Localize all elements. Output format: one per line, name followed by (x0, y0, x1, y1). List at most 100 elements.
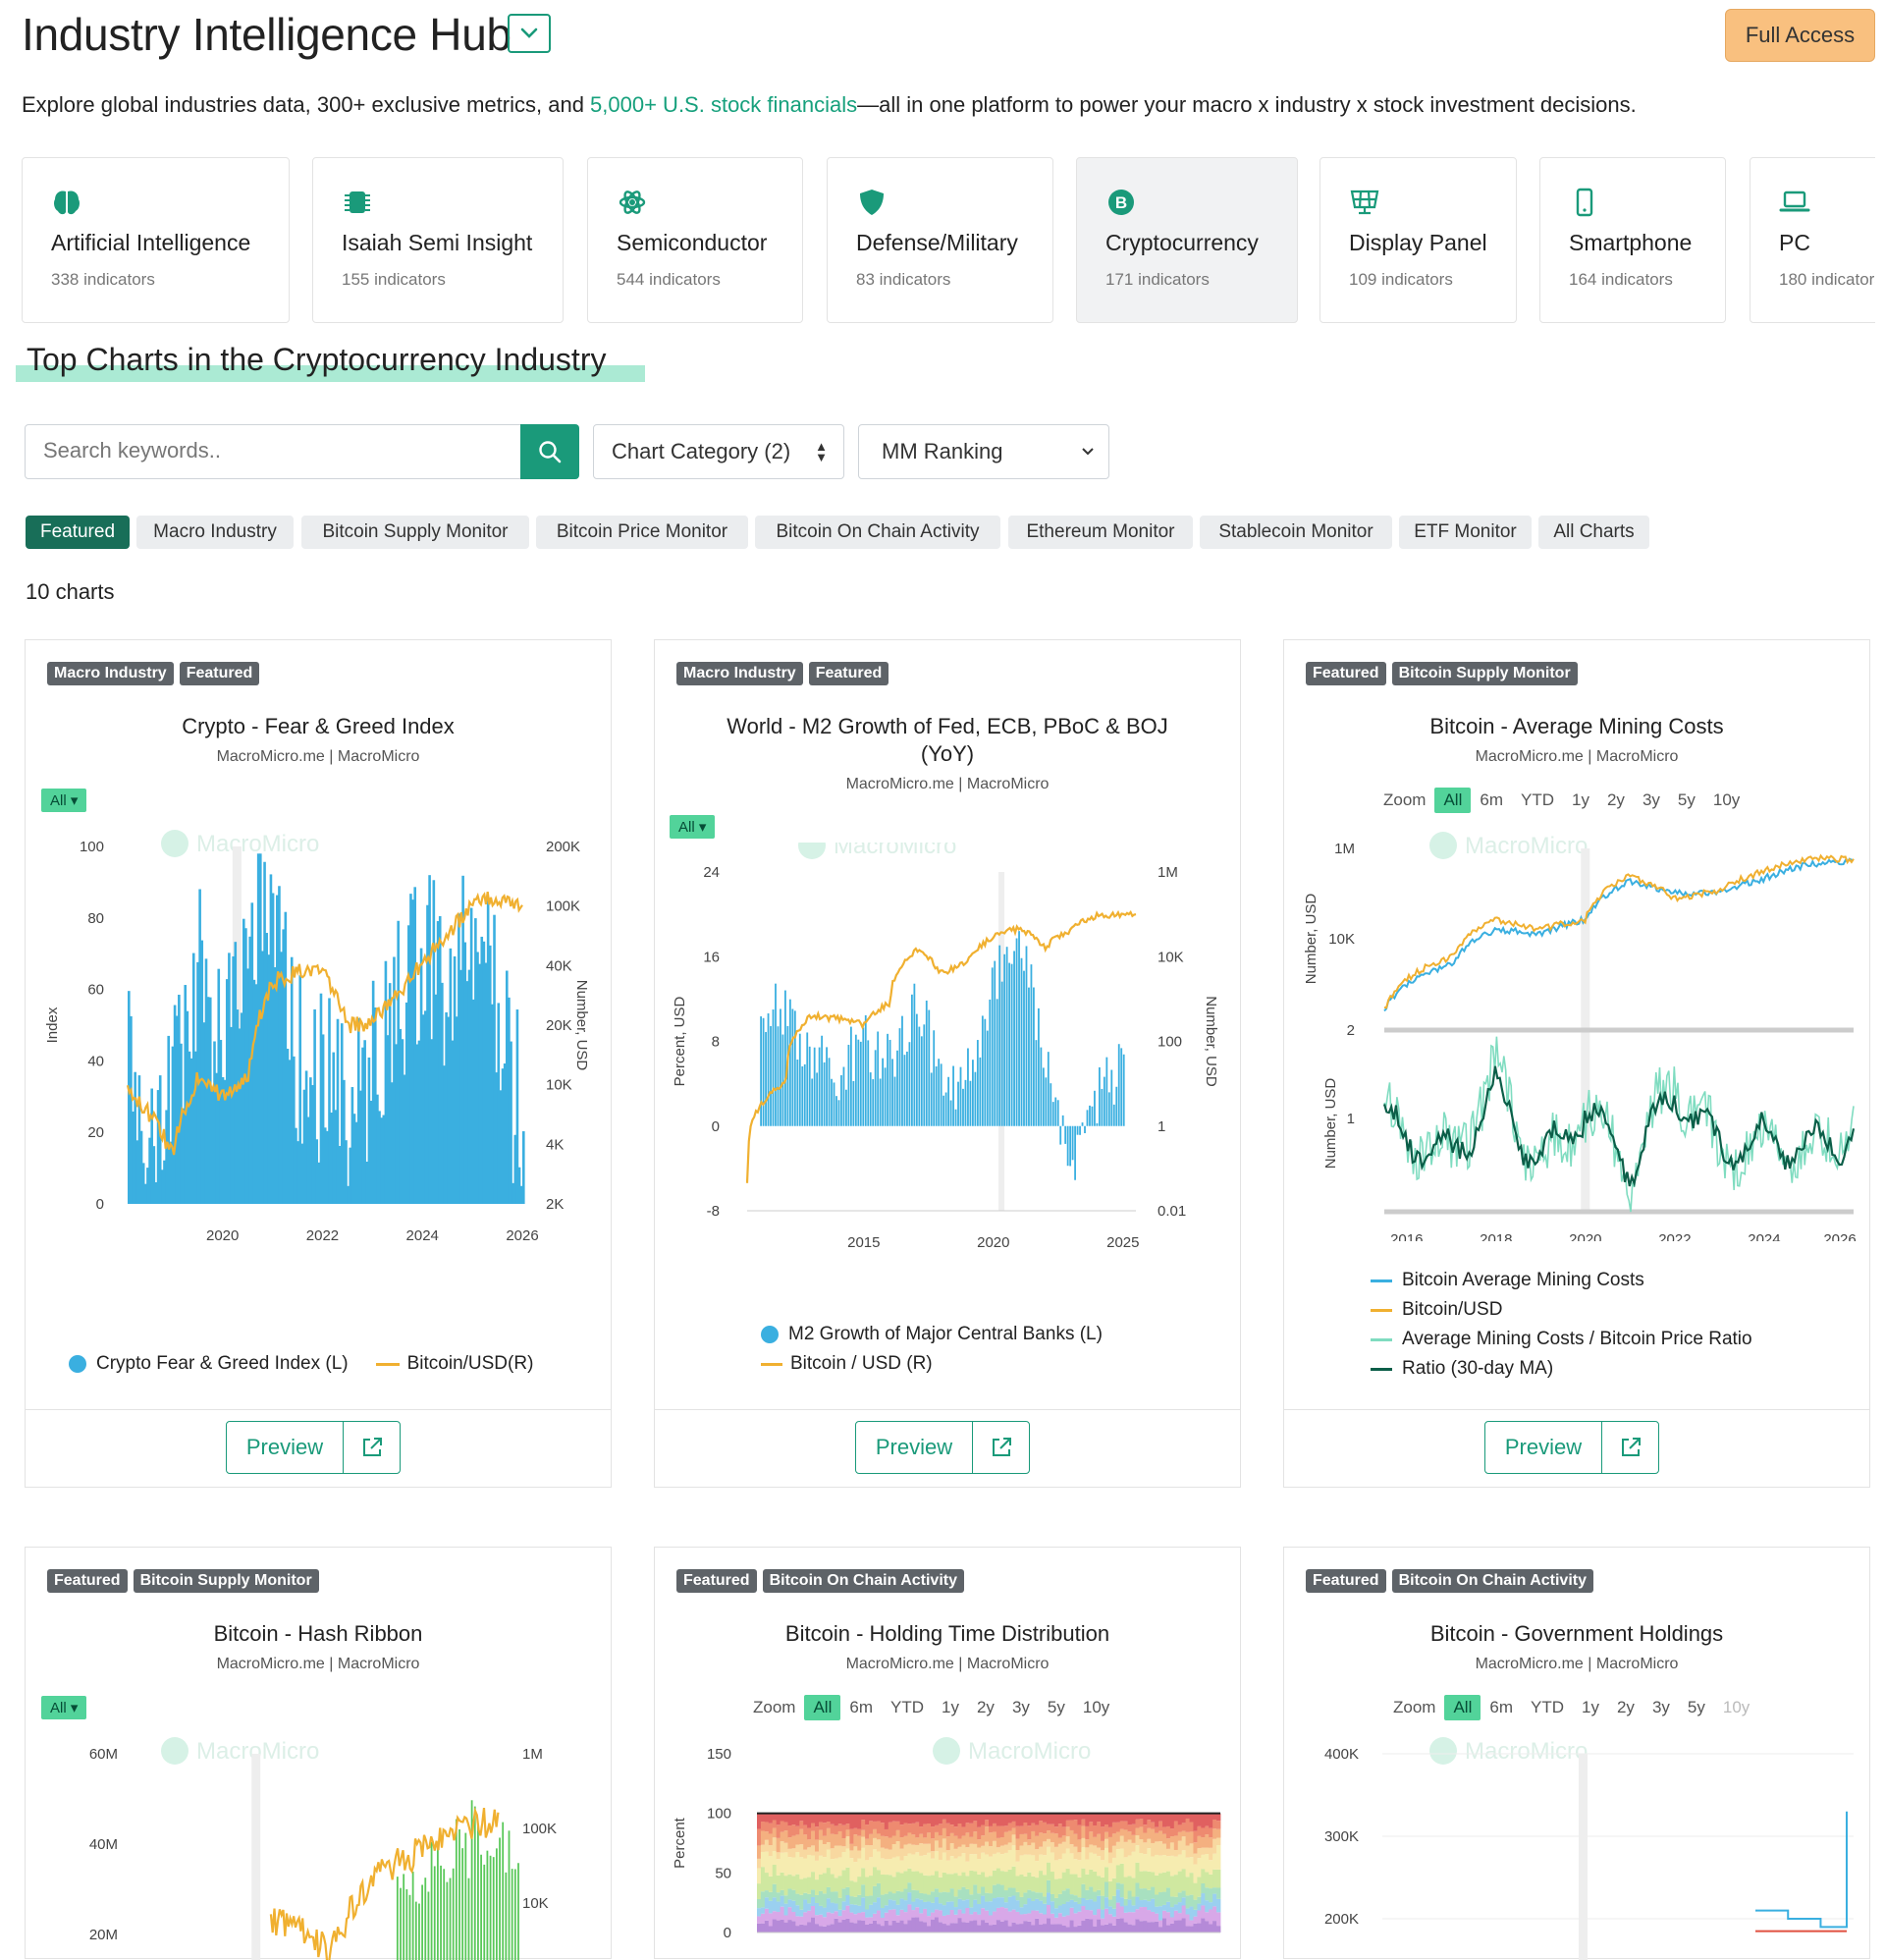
industry-card-artificial-intelligence[interactable]: Artificial Intelligence 338 indicators (22, 157, 290, 323)
preview-button[interactable]: Preview (227, 1422, 344, 1473)
zoom-2y[interactable]: 2y (1616, 1698, 1635, 1716)
area-segment (791, 1900, 796, 1913)
tag[interactable]: Bitcoin On Chain Activity (762, 1569, 964, 1593)
area-segment (1047, 1838, 1051, 1847)
area-segment (1205, 1912, 1210, 1922)
zoom-all[interactable]: All (1434, 788, 1472, 813)
ranking-select[interactable]: MM Ranking (858, 424, 1109, 479)
open-external-button[interactable] (1602, 1422, 1658, 1473)
open-external-button[interactable] (344, 1422, 400, 1473)
y-axis-right-label: Number, USD (573, 980, 590, 1071)
area-segment (1101, 1909, 1105, 1919)
bar (482, 941, 486, 1204)
legend-item[interactable]: Bitcoin Average Mining Costs (1402, 1270, 1644, 1290)
pill-bitcoin-supply-monitor[interactable]: Bitcoin Supply Monitor (301, 516, 529, 549)
pill-bitcoin-on-chain-activity[interactable]: Bitcoin On Chain Activity (755, 516, 1000, 549)
highlight-band (251, 1754, 261, 1960)
tag[interactable]: Featured (47, 1569, 128, 1593)
industry-card-pc[interactable]: PC 180 indicators (1750, 157, 1875, 323)
zoom-6m[interactable]: 6m (1480, 790, 1503, 809)
zoom-2y[interactable]: 2y (976, 1698, 995, 1716)
chart-category-select[interactable]: Chart Category (2) ▲ ▼ (593, 424, 844, 479)
zoom-ytd[interactable]: YTD (890, 1698, 924, 1716)
stock-financials-link[interactable]: 5,000+ U.S. stock financials (590, 92, 858, 117)
bar (215, 1072, 218, 1204)
zoom-3y[interactable]: 3y (1642, 790, 1660, 809)
area-segment (957, 1838, 962, 1847)
chart-legend: Bitcoin Average Mining Costs Bitcoin/USD… (1371, 1266, 1752, 1384)
pill-macro-industry[interactable]: Macro Industry (136, 516, 294, 549)
zoom-ytd[interactable]: YTD (1531, 1698, 1564, 1716)
tag[interactable]: Featured (676, 1569, 757, 1593)
area-segment (841, 1919, 846, 1933)
industry-card-isaiah-semi-insight[interactable]: Isaiah Semi Insight 155 indicators (312, 157, 564, 323)
legend-item[interactable]: M2 Growth of Major Central Banks (L) (788, 1324, 1103, 1344)
range-all-button[interactable]: All ▾ (41, 1696, 87, 1719)
zoom-10y[interactable]: 10y (1082, 1698, 1110, 1716)
tag[interactable]: Macro Industry (676, 662, 803, 685)
legend-item[interactable]: Ratio (30-day MA) (1402, 1358, 1554, 1379)
industry-card-defense-military[interactable]: Defense/Military 83 indicators (827, 157, 1053, 323)
pill-etf-monitor[interactable]: ETF Monitor (1399, 516, 1532, 549)
zoom-1y[interactable]: 1y (1572, 790, 1589, 809)
bar (910, 994, 913, 1126)
full-access-button[interactable]: Full Access (1725, 9, 1875, 62)
title-dropdown-button[interactable] (508, 14, 551, 53)
search-input[interactable] (26, 425, 514, 476)
area-segment (1193, 1909, 1198, 1917)
area-segment (1135, 1813, 1140, 1820)
legend-item[interactable]: Bitcoin/USD (1402, 1299, 1503, 1320)
bar (513, 1869, 516, 1960)
zoom-6m[interactable]: 6m (1489, 1698, 1513, 1716)
range-all-button[interactable]: All ▾ (41, 789, 87, 812)
tag[interactable]: Featured (1306, 662, 1386, 685)
pill-all-charts[interactable]: All Charts (1538, 516, 1649, 549)
industry-card-semiconductor[interactable]: Semiconductor 544 indicators (587, 157, 803, 323)
area-segment (1039, 1925, 1044, 1933)
pill-stablecoin-monitor[interactable]: Stablecoin Monitor (1200, 516, 1392, 549)
zoom-5y[interactable]: 5y (1047, 1698, 1065, 1716)
area-segment (1173, 1910, 1179, 1921)
area-segment (768, 1891, 774, 1901)
pill-featured[interactable]: Featured (26, 516, 130, 549)
area-segment (861, 1912, 866, 1921)
zoom-5y[interactable]: 5y (1677, 790, 1696, 809)
bar (184, 985, 188, 1204)
tag[interactable]: Macro Industry (47, 662, 174, 685)
search-button[interactable] (520, 424, 579, 479)
industry-card-smartphone[interactable]: Smartphone 164 indicators (1539, 157, 1726, 323)
zoom-all[interactable]: All (1444, 1695, 1481, 1720)
industry-card-display-panel[interactable]: Display Panel 109 indicators (1320, 157, 1517, 323)
pill-ethereum-monitor[interactable]: Ethereum Monitor (1008, 516, 1193, 549)
industry-card-cryptocurrency[interactable]: B Cryptocurrency 171 indicators (1076, 157, 1298, 323)
legend-item[interactable]: Crypto Fear & Greed Index (L) (96, 1353, 349, 1374)
tag[interactable]: Bitcoin On Chain Activity (1391, 1569, 1593, 1593)
tag[interactable]: Featured (179, 662, 260, 685)
zoom-ytd[interactable]: YTD (1521, 790, 1554, 809)
zoom-1y[interactable]: 1y (1582, 1698, 1599, 1716)
area-segment (1127, 1924, 1132, 1933)
zoom-all[interactable]: All (804, 1695, 841, 1720)
preview-button[interactable]: Preview (856, 1422, 973, 1473)
range-all-button[interactable]: All ▾ (670, 815, 716, 839)
zoom-3y[interactable]: 3y (1651, 1698, 1670, 1716)
tag[interactable]: Bitcoin Supply Monitor (1391, 662, 1578, 685)
zoom-3y[interactable]: 3y (1011, 1698, 1030, 1716)
zoom-5y[interactable]: 5y (1687, 1698, 1705, 1716)
legend-item[interactable]: Bitcoin / USD (R) (790, 1353, 933, 1374)
pill-bitcoin-price-monitor[interactable]: Bitcoin Price Monitor (536, 516, 748, 549)
zoom-10y[interactable]: 10y (1712, 790, 1741, 809)
tag[interactable]: Bitcoin Supply Monitor (133, 1569, 319, 1593)
open-external-button[interactable] (973, 1422, 1029, 1473)
tag[interactable]: Featured (1306, 1569, 1386, 1593)
area-segment (764, 1920, 770, 1933)
zoom-1y[interactable]: 1y (942, 1698, 959, 1716)
tag[interactable]: Featured (808, 662, 889, 685)
legend-item[interactable]: Bitcoin/USD(R) (406, 1353, 534, 1374)
zoom-10y[interactable]: 10y (1722, 1698, 1750, 1716)
preview-button[interactable]: Preview (1485, 1422, 1602, 1473)
zoom-6m[interactable]: 6m (849, 1698, 873, 1716)
bar (513, 1134, 517, 1204)
legend-item[interactable]: Average Mining Costs / Bitcoin Price Rat… (1402, 1329, 1752, 1349)
zoom-2y[interactable]: 2y (1606, 790, 1625, 809)
